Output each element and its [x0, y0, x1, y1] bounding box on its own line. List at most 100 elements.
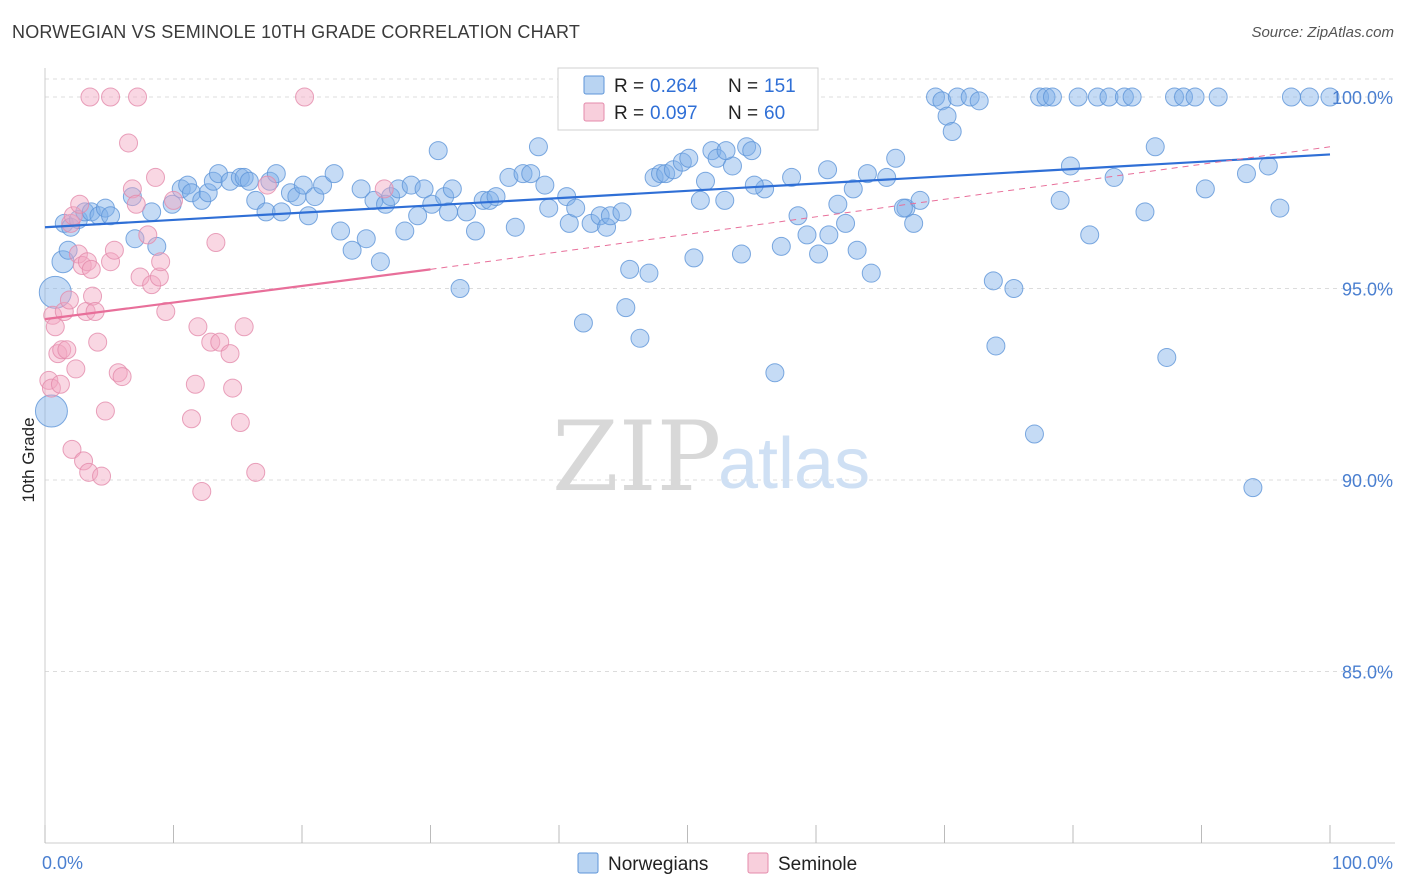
seminole-point [374, 179, 394, 199]
seminole-point [206, 233, 226, 253]
norwegians-point [690, 190, 710, 210]
norwegians-point [1087, 87, 1107, 107]
norwegians-point [208, 164, 228, 184]
x-tick-labels: 0.0% 100.0% [42, 853, 1393, 873]
norwegians-point [305, 187, 325, 207]
legend-swatch-blue [583, 75, 605, 95]
norwegians-point [271, 202, 291, 222]
legend-n-value-2: 60 [764, 103, 785, 124]
norwegians-point [535, 175, 555, 195]
norwegians-point [639, 263, 659, 283]
norwegians-point [381, 187, 401, 207]
seminole-point [230, 413, 250, 433]
norwegians-point [847, 240, 867, 260]
norwegians-point [505, 217, 525, 237]
seminole-point [128, 87, 148, 107]
norwegians-point [1099, 87, 1119, 107]
watermark: ZIP atlas [552, 401, 870, 513]
norwegians-point [1042, 87, 1062, 107]
norwegians-point [1114, 87, 1134, 107]
norwegians-point [877, 167, 897, 187]
norwegians-point [298, 206, 318, 226]
norwegians-point [220, 171, 240, 191]
seminole-point [185, 374, 205, 394]
norwegians-point [857, 164, 877, 184]
norwegians-point [1024, 424, 1044, 444]
norwegians-point [192, 190, 212, 210]
norwegians-point [893, 198, 913, 218]
norwegians-point [181, 183, 201, 203]
seminole-point [108, 363, 128, 383]
norwegians-point [351, 179, 371, 199]
norwegians-point [1258, 156, 1278, 176]
y-tick-labels: 85.0% 90.0% 95.0% 100.0% [1332, 88, 1393, 683]
norwegians-point [356, 229, 376, 249]
norwegians-point [742, 141, 762, 161]
norwegians-point [528, 137, 548, 157]
norwegians-point [1050, 190, 1070, 210]
norwegians-point [755, 179, 775, 199]
norwegians-point [797, 225, 817, 245]
norwegians-point [1174, 87, 1194, 107]
norwegians-point [1036, 87, 1056, 107]
norwegians-point [1122, 87, 1142, 107]
seminole-point [138, 225, 158, 245]
norwegians-point [1145, 137, 1165, 157]
norwegians-point [600, 206, 620, 226]
norwegians-point [513, 164, 533, 184]
norwegians-point [566, 198, 586, 218]
norwegians-points [34, 87, 1340, 498]
norwegians-point [910, 190, 930, 210]
norwegians-point [414, 179, 434, 199]
source-label: Source: ZipAtlas.com [1251, 24, 1394, 41]
seminole-point [81, 259, 101, 279]
norwegians-point [818, 160, 838, 180]
norwegians-point [843, 179, 863, 199]
legend-r-value-1: 0.264 [650, 76, 698, 97]
norwegians-point [239, 171, 259, 191]
seminole-point [50, 374, 70, 394]
legend-n-label-2: N = [728, 103, 758, 124]
norwegians-point [324, 164, 344, 184]
norwegians-point [539, 198, 559, 218]
norwegians-point [1080, 225, 1100, 245]
norwegians-point [986, 336, 1006, 356]
norwegians-point [744, 175, 764, 195]
seminole-point [92, 466, 112, 486]
norwegians-point [1243, 478, 1263, 498]
norwegians-point [1320, 87, 1340, 107]
norwegians-point [370, 252, 390, 272]
seminole-point [112, 367, 132, 387]
seminole-point [257, 175, 277, 195]
norwegians-point [886, 148, 906, 168]
norwegians-point [1135, 202, 1155, 222]
seminole-point [246, 462, 266, 482]
seminole-point [151, 252, 171, 272]
norwegians-point [1281, 87, 1301, 107]
seminole-points [39, 87, 394, 501]
legend-n-value-1: 151 [764, 76, 796, 97]
norwegians-point [1068, 87, 1088, 107]
norwegians-point [125, 229, 145, 249]
seminole-point [122, 179, 142, 199]
norwegians-point [1157, 347, 1177, 367]
norwegians-point [715, 190, 735, 210]
norwegians-point [932, 91, 952, 111]
seminole-point [61, 213, 81, 233]
series-legend-seminole: Seminole [778, 854, 857, 875]
norwegians-point [331, 221, 351, 241]
seminole-point [181, 409, 201, 429]
legend-swatch-pink [583, 102, 605, 122]
norwegians-point [456, 202, 476, 222]
norwegians-point [765, 363, 785, 383]
norwegians-point [521, 164, 541, 184]
norwegians-point [1104, 167, 1124, 187]
x-tick-label-max: 100.0% [1332, 853, 1393, 873]
norwegians-point [904, 213, 924, 233]
seminole-point [295, 87, 315, 107]
norwegians-point [679, 148, 699, 168]
norwegians-point [428, 141, 448, 161]
seminole-point [142, 275, 162, 295]
seminole-trend-extension [430, 146, 1331, 270]
seminole-point [146, 167, 166, 187]
